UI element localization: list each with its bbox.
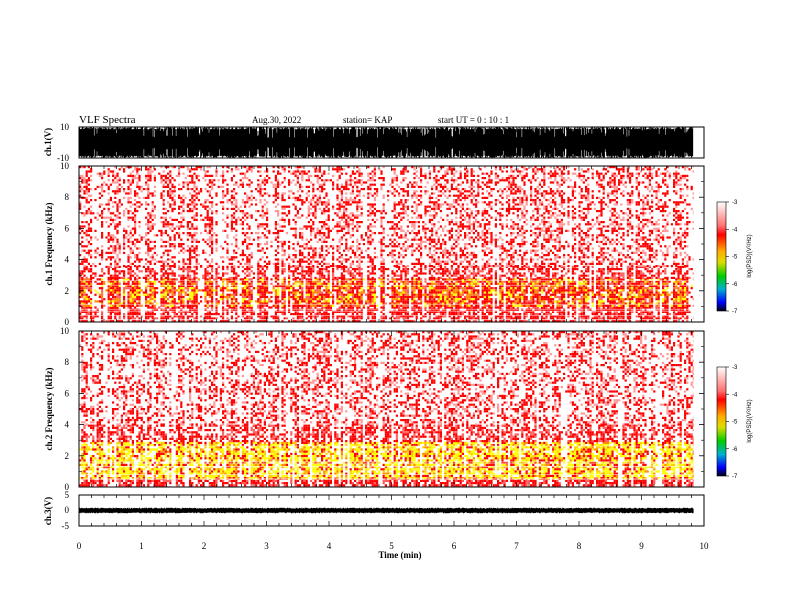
freq-tick-label: 8: [65, 192, 70, 202]
colorbar-tick-label: -6: [732, 447, 738, 453]
colorbar-ch1-gradient: [716, 201, 727, 312]
ch2-spectrogram-ylabel-a: ch.2 Frequency (kHz): [44, 367, 54, 450]
ch1-ytick-top: 10: [60, 122, 70, 132]
freq-tick-label: 4: [65, 420, 70, 430]
date-label: Aug.30, 2022: [252, 115, 301, 125]
ch3-ytick-top: 5: [65, 490, 70, 500]
waveform-ch1-trace: [79, 127, 694, 158]
time-axis-label: Time (min): [378, 550, 421, 560]
freq-tick-label: 8: [65, 357, 70, 367]
colorbar-ch2: -3 -4 -5 -6 -7 log(PSD)(V²/Hz): [716, 365, 753, 480]
freq-tick-label: 2: [65, 286, 70, 296]
ch2-spectrogram-ylabel: ch.2 Frequency (kHz): [44, 367, 54, 450]
time-tick-label: 3: [264, 541, 269, 551]
colorbar-tick-label: -5: [732, 255, 738, 261]
ch1-ytick-bottom: -10: [57, 153, 69, 163]
spectrogram-ch1-panel: 0 2 4 6 8 10 ch.1 Frequency (kHz): [44, 161, 705, 327]
freq-tick-label: 4: [65, 255, 70, 265]
colorbar-tick-label: -3: [732, 200, 738, 206]
ch3-ytick-bottom: -5: [62, 521, 70, 531]
ch1-waveform-line: [79, 127, 694, 158]
ch3-waveform-line: [79, 507, 694, 514]
time-tick-label: 5: [389, 541, 394, 551]
figure-title: VLF Spectra: [79, 114, 136, 126]
waveform-ch1-panel: 10 -10 ch.1(V): [43, 122, 705, 163]
spectrogram-ch1-image: [79, 166, 704, 322]
ch3-ytick-mid: 0: [65, 505, 70, 515]
time-tick-label: 6: [452, 541, 457, 551]
time-tick-label: 10: [700, 541, 710, 551]
waveform-ch3-trace: [79, 507, 694, 514]
colorbar-ch2-gradient: [716, 366, 727, 477]
colorbar-tick-label: -4: [732, 392, 738, 398]
freq-tick-label: 10: [60, 161, 70, 171]
spectrogram-ch2-image: [79, 331, 704, 487]
ch3-waveform-ylabel: ch.3(V): [43, 497, 53, 525]
freq-tick-label: 0: [65, 482, 70, 492]
ch1-spectrogram-ylabel-a: ch.1 Frequency (kHz): [44, 202, 54, 285]
colorbar-ch1: -3 -4 -5 -6 -7 log(PSD)(V²/Hz): [716, 200, 753, 315]
colorbar-tick-label: -5: [732, 420, 738, 426]
freq-tick-label: 2: [65, 451, 70, 461]
spectrogram-ch2-panel: 0 2 4 6 8 10 ch.2 Frequency (kHz): [44, 326, 705, 492]
freq-tick-label: 6: [65, 223, 70, 233]
time-axis: 0 1 2 3 4 5 6 7 8 9 10: [77, 127, 709, 551]
time-tick-label: 9: [639, 541, 644, 551]
colorbar-tick-label: -3: [732, 365, 738, 371]
station-label: station= KAP: [343, 115, 392, 125]
colorbar-ch2-label: log(PSD)(V²/Hz): [747, 399, 753, 442]
colorbar-tick-label: -6: [732, 282, 738, 288]
time-tick-label: 8: [577, 541, 582, 551]
time-tick-label: 1: [139, 541, 144, 551]
ch1-spectrogram-ylabel: ch.1 Frequency (kHz): [44, 202, 54, 285]
colorbar-tick-label: -7: [732, 474, 738, 480]
freq-tick-label: 0: [65, 317, 70, 327]
freq-tick-label: 6: [65, 388, 70, 398]
time-tick-label: 7: [514, 541, 519, 551]
time-tick-label: 4: [327, 541, 332, 551]
time-tick-label: 2: [202, 541, 207, 551]
ch1-waveform-ylabel: ch.1(V): [43, 128, 53, 156]
colorbar-tick-label: -4: [732, 227, 738, 233]
colorbar-ch1-label: log(PSD)(V²/Hz): [747, 234, 753, 277]
freq-tick-label: 10: [60, 326, 70, 336]
colorbar-tick-label: -7: [732, 309, 738, 315]
time-tick-label: 0: [77, 541, 82, 551]
start-time-label: start UT = 0 : 10 : 1: [438, 115, 509, 125]
